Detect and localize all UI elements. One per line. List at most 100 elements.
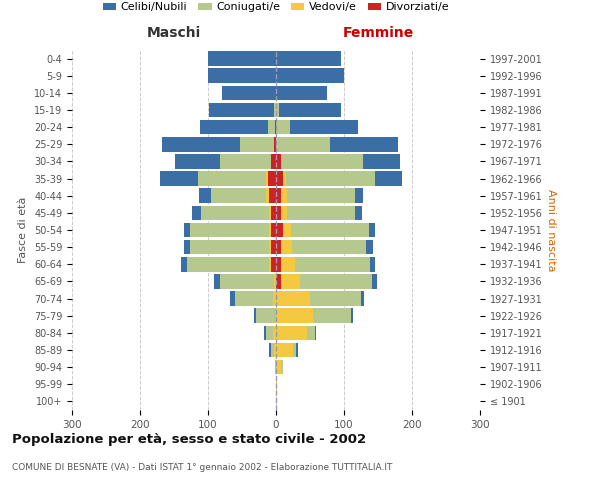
Bar <box>266 172 268 186</box>
Bar <box>187 257 269 272</box>
Bar <box>190 240 269 254</box>
Bar <box>198 172 266 186</box>
Bar <box>276 137 331 152</box>
Bar <box>269 222 271 238</box>
Y-axis label: Fasce di età: Fasce di età <box>19 197 28 263</box>
Bar <box>281 154 363 168</box>
Bar <box>281 360 283 374</box>
Bar <box>272 326 276 340</box>
Bar <box>160 172 198 186</box>
Bar <box>271 257 276 272</box>
Bar <box>290 120 358 134</box>
Bar <box>162 137 240 152</box>
Bar <box>235 292 272 306</box>
Bar <box>295 257 370 272</box>
Bar <box>193 206 200 220</box>
Bar <box>274 342 276 357</box>
Bar <box>281 257 295 272</box>
Bar <box>276 154 281 168</box>
Bar <box>361 292 364 306</box>
Bar <box>307 326 315 340</box>
Bar <box>275 120 276 134</box>
Bar <box>276 188 281 203</box>
Bar <box>281 188 287 203</box>
Bar <box>281 240 292 254</box>
Bar <box>276 360 281 374</box>
Bar <box>269 206 271 220</box>
Text: COMUNE DI BESNATE (VA) - Dati ISTAT 1° gennaio 2002 - Elaborazione TUTTITALIA.IT: COMUNE DI BESNATE (VA) - Dati ISTAT 1° g… <box>12 462 392 471</box>
Bar <box>276 52 341 66</box>
Bar <box>370 257 375 272</box>
Bar <box>220 154 271 168</box>
Bar <box>268 120 275 134</box>
Bar <box>274 274 276 288</box>
Bar <box>287 188 355 203</box>
Bar <box>276 86 327 100</box>
Bar <box>221 86 276 100</box>
Bar <box>276 222 283 238</box>
Bar <box>269 240 271 254</box>
Bar <box>283 172 286 186</box>
Bar <box>287 206 355 220</box>
Legend: Celibi/Nubili, Coniugati/e, Vedovi/e, Divorziati/e: Celibi/Nubili, Coniugati/e, Vedovi/e, Di… <box>98 0 454 17</box>
Bar <box>266 188 269 203</box>
Bar <box>355 188 363 203</box>
Bar <box>286 172 374 186</box>
Bar <box>200 120 268 134</box>
Bar <box>184 240 190 254</box>
Bar <box>281 274 301 288</box>
Bar <box>271 222 276 238</box>
Bar <box>276 326 307 340</box>
Bar <box>230 292 235 306</box>
Bar <box>175 154 220 168</box>
Bar <box>363 154 400 168</box>
Bar <box>208 52 276 66</box>
Bar <box>313 308 351 323</box>
Bar <box>276 68 344 83</box>
Bar <box>292 240 367 254</box>
Bar <box>190 222 269 238</box>
Bar <box>209 102 274 118</box>
Text: Popolazione per età, sesso e stato civile - 2002: Popolazione per età, sesso e stato civil… <box>12 432 366 446</box>
Bar <box>374 172 402 186</box>
Bar <box>283 222 291 238</box>
Bar <box>372 274 377 288</box>
Bar <box>293 342 296 357</box>
Bar <box>355 206 362 220</box>
Bar <box>211 188 266 203</box>
Bar <box>276 274 281 288</box>
Bar <box>271 206 276 220</box>
Bar <box>271 342 274 357</box>
Bar <box>291 222 369 238</box>
Text: Maschi: Maschi <box>147 26 201 40</box>
Bar <box>269 342 271 357</box>
Bar <box>200 206 269 220</box>
Bar <box>276 240 281 254</box>
Bar <box>301 274 372 288</box>
Bar <box>214 274 220 288</box>
Bar <box>310 292 361 306</box>
Bar <box>240 137 274 152</box>
Bar <box>272 292 276 306</box>
Bar <box>266 326 272 340</box>
Bar <box>276 342 293 357</box>
Bar <box>269 257 271 272</box>
Bar <box>276 172 283 186</box>
Bar <box>269 188 276 203</box>
Bar <box>220 274 274 288</box>
Bar <box>315 326 316 340</box>
Bar <box>276 102 280 118</box>
Bar <box>276 292 310 306</box>
Bar <box>271 240 276 254</box>
Bar <box>367 240 373 254</box>
Bar <box>369 222 374 238</box>
Bar <box>256 308 276 323</box>
Bar <box>271 154 276 168</box>
Bar <box>276 257 281 272</box>
Bar <box>274 102 276 118</box>
Bar <box>265 326 266 340</box>
Bar <box>274 137 276 152</box>
Bar <box>276 377 277 392</box>
Bar <box>281 206 287 220</box>
Bar <box>276 120 290 134</box>
